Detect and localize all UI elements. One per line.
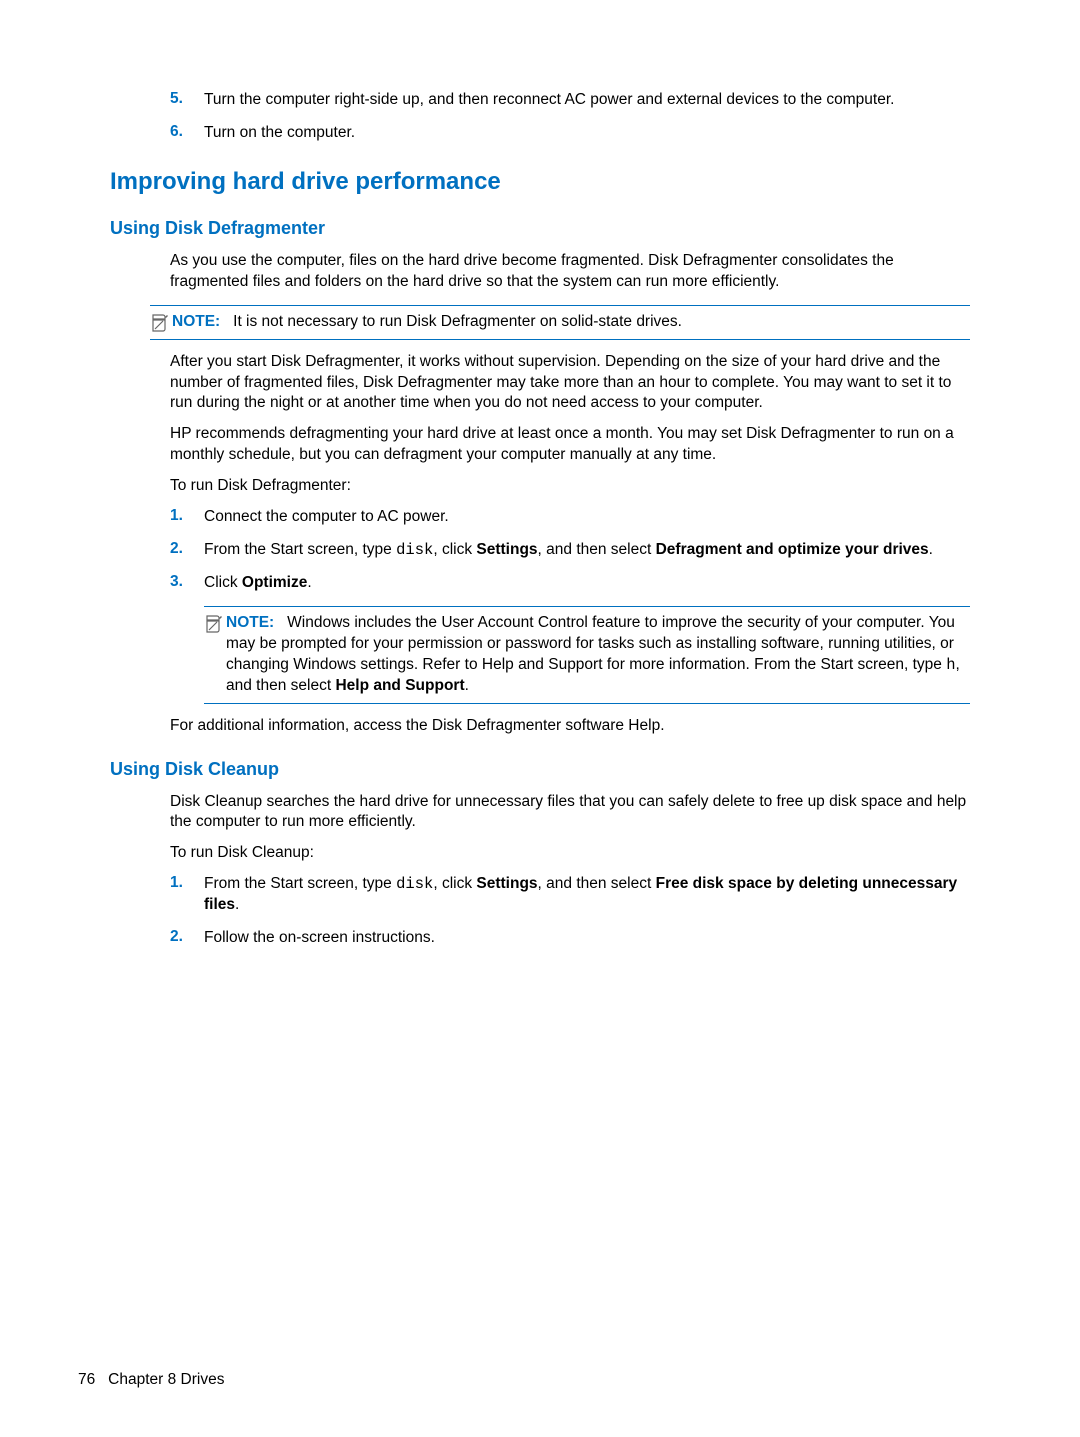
text-span: .: [929, 541, 933, 558]
list-text: Connect the computer to AC power.: [204, 507, 449, 528]
list-number: 1.: [170, 874, 204, 916]
paragraph: Disk Cleanup searches the hard drive for…: [170, 792, 970, 834]
list-number: 2.: [170, 540, 204, 561]
bold-span: Optimize: [242, 574, 307, 591]
page: 5. Turn the computer right-side up, and …: [0, 0, 1080, 1437]
note-content: It is not necessary to run Disk Defragme…: [233, 313, 682, 330]
note-body: NOTE: Windows includes the User Account …: [204, 607, 970, 703]
text-span: , click: [433, 875, 476, 892]
list-text: Turn the computer right-side up, and the…: [204, 90, 894, 111]
text-span: Click: [204, 574, 242, 591]
text-span: From the Start screen, type: [204, 875, 396, 892]
note-text: NOTE: It is not necessary to run Disk De…: [170, 312, 682, 333]
list-item: 2. Follow the on-screen instructions.: [170, 928, 970, 949]
text-span: From the Start screen, type: [204, 541, 396, 558]
bold-span: Defragment and optimize your drives: [656, 541, 929, 558]
bold-span: Settings: [476, 541, 537, 558]
note-icon: [150, 312, 170, 332]
heading-2: Using Disk Cleanup: [110, 759, 970, 780]
heading-2: Using Disk Defragmenter: [110, 218, 970, 239]
paragraph: To run Disk Defragmenter:: [170, 476, 970, 497]
list-number: 3.: [170, 573, 204, 594]
note-label: NOTE:: [172, 313, 220, 330]
list-item: 1. Connect the computer to AC power.: [170, 507, 970, 528]
text-span: .: [235, 896, 239, 913]
note-callout: NOTE: Windows includes the User Account …: [204, 606, 970, 704]
bold-span: Help and Support: [335, 677, 464, 694]
list-text: Turn on the computer.: [204, 123, 355, 144]
list-number: 1.: [170, 507, 204, 528]
paragraph: HP recommends defragmenting your hard dr…: [170, 424, 970, 466]
list-number: 2.: [170, 928, 204, 949]
list-item: 6. Turn on the computer.: [170, 123, 970, 144]
list-text: Click Optimize.: [204, 573, 312, 594]
paragraph: For additional information, access the D…: [170, 716, 970, 737]
code-span: h: [946, 656, 955, 674]
text-span: Windows includes the User Account Contro…: [226, 614, 955, 673]
text-span: , and then select: [538, 875, 656, 892]
rule: [150, 339, 970, 340]
code-span: disk: [396, 875, 433, 893]
page-number: 76: [78, 1371, 95, 1388]
paragraph: After you start Disk Defragmenter, it wo…: [170, 352, 970, 415]
list-item: 2. From the Start screen, type disk, cli…: [170, 540, 970, 561]
chapter-label: Chapter 8 Drives: [108, 1371, 224, 1388]
list-item: 1. From the Start screen, type disk, cli…: [170, 874, 970, 916]
code-span: disk: [396, 541, 433, 559]
note-body: NOTE: It is not necessary to run Disk De…: [150, 306, 970, 339]
page-footer: 76 Chapter 8 Drives: [78, 1371, 224, 1389]
note-icon: [204, 613, 224, 633]
text-span: .: [307, 574, 311, 591]
list-item: 5. Turn the computer right-side up, and …: [170, 90, 970, 111]
text-span: , click: [433, 541, 476, 558]
bold-span: Settings: [476, 875, 537, 892]
text-span: , and then select: [538, 541, 656, 558]
paragraph: To run Disk Cleanup:: [170, 843, 970, 864]
list-text: Follow the on-screen instructions.: [204, 928, 435, 949]
list-number: 5.: [170, 90, 204, 111]
list-text: From the Start screen, type disk, click …: [204, 540, 933, 561]
text-span: .: [465, 677, 469, 694]
note-label: NOTE:: [226, 614, 274, 631]
heading-1: Improving hard drive performance: [110, 168, 970, 196]
note-text: NOTE: Windows includes the User Account …: [224, 613, 970, 697]
note-callout: NOTE: It is not necessary to run Disk De…: [150, 305, 970, 340]
paragraph: As you use the computer, files on the ha…: [170, 251, 970, 293]
rule: [204, 703, 970, 704]
list-item: 3. Click Optimize.: [170, 573, 970, 594]
list-text: From the Start screen, type disk, click …: [204, 874, 970, 916]
list-number: 6.: [170, 123, 204, 144]
